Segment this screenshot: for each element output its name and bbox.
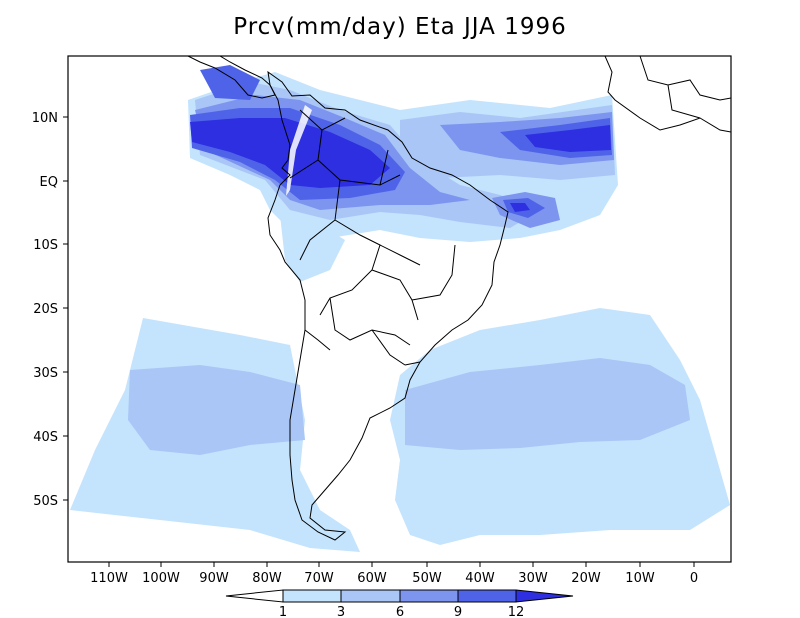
map-frame <box>67 55 732 563</box>
colorbar-label-12: 12 <box>508 605 525 618</box>
map-title: Prcv(mm/day) Eta JJA 1996 <box>233 14 567 40</box>
lon-label-10w: 10W <box>625 571 655 586</box>
colorbar-label-3: 3 <box>337 605 345 618</box>
lon-label-40w: 40W <box>465 571 495 586</box>
lat-axis: 10N EQ 10S 20S 30S 40S 50S <box>32 111 58 509</box>
precipitation-field <box>70 65 730 552</box>
colorbar-segment-9-12 <box>457 589 517 603</box>
coastlines <box>187 56 731 541</box>
lat-label-10n: 10N <box>32 111 58 126</box>
lon-label-110w: 110W <box>90 571 128 586</box>
lat-label-50s: 50S <box>33 494 58 509</box>
lon-label-60w: 60W <box>357 571 387 586</box>
lon-ticks <box>108 562 695 567</box>
lat-label-10s: 10S <box>33 238 58 253</box>
precip-region-south-pacific-medium <box>128 365 305 455</box>
colorbar-segment-above-12 <box>515 589 574 603</box>
lat-label-20s: 20S <box>33 302 58 317</box>
colorbar-label-1: 1 <box>279 605 287 618</box>
lon-label-0: 0 <box>690 571 698 586</box>
precip-region-andes-lowlands <box>280 215 345 282</box>
colorbar-labels: 1 3 6 9 12 <box>279 605 524 618</box>
colorbar-segment-1-3 <box>282 589 342 603</box>
lon-label-90w: 90W <box>199 571 229 586</box>
andes-dry-streak <box>286 105 312 196</box>
colorbar <box>225 589 574 603</box>
country-borders <box>289 109 456 366</box>
colorbar-label-6: 6 <box>396 605 404 618</box>
lat-ticks <box>63 116 68 501</box>
colorbar-segment-3-6 <box>340 589 401 603</box>
lon-label-80w: 80W <box>252 571 282 586</box>
lon-label-20w: 20W <box>571 571 601 586</box>
lon-label-30w: 30W <box>518 571 548 586</box>
colorbar-segment-below-1 <box>225 589 284 603</box>
precip-region-ne-extreme <box>510 203 530 212</box>
precip-region-south-atlantic-medium <box>405 358 690 450</box>
precip-region-atlantic-extreme <box>525 125 611 152</box>
colorbar-label-9: 9 <box>454 605 462 618</box>
africa-borders <box>639 56 731 119</box>
lat-label-30s: 30S <box>33 366 58 381</box>
lon-label-50w: 50W <box>412 571 442 586</box>
lon-axis: 110W 100W 90W 80W 70W 60W 50W 40W 30W 20… <box>90 571 698 586</box>
central-america-outline <box>187 56 276 99</box>
lat-label-40s: 40S <box>33 430 58 445</box>
lon-label-70w: 70W <box>304 571 334 586</box>
lon-label-100w: 100W <box>142 571 180 586</box>
lat-label-eq: EQ <box>40 175 58 190</box>
south-america-outline <box>267 70 509 541</box>
africa-outline <box>604 56 731 133</box>
colorbar-segment-6-9 <box>399 589 459 603</box>
